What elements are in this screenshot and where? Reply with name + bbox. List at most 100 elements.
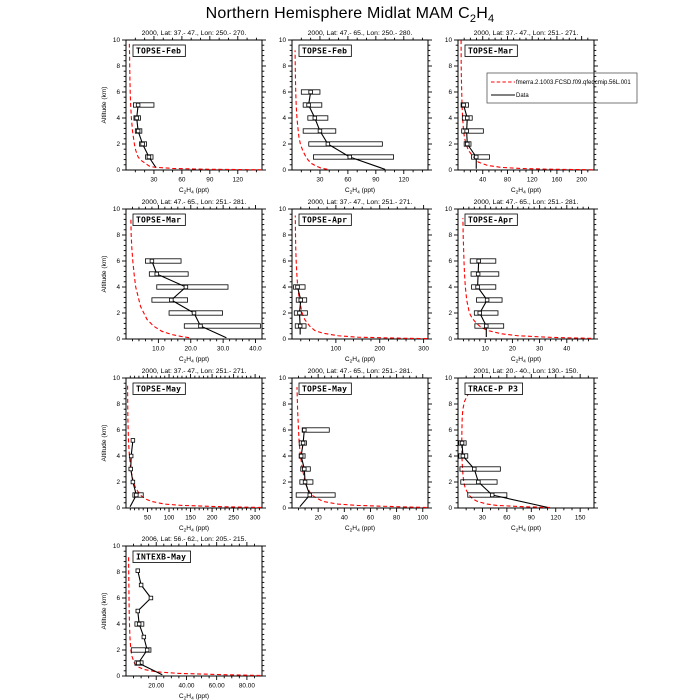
data-marker	[135, 608, 140, 614]
y-tick-label: 10	[445, 375, 453, 382]
x-axis-label-part: 2	[350, 190, 353, 196]
error-bar	[467, 492, 508, 498]
panel-title: TOPSE-May	[302, 385, 347, 394]
x-tick-label: 200	[374, 346, 385, 353]
data-marker	[128, 466, 133, 472]
data-marker	[459, 440, 465, 446]
data-marker	[325, 141, 331, 147]
panel-title-box	[464, 213, 518, 226]
x-axis-label-part: 4	[357, 528, 360, 534]
panel-topse-may-6: 2000, Lat: 37.- 47., Lon: 251.- 271. 50 10…	[101, 368, 266, 534]
error-bar	[461, 128, 484, 134]
x-axis-label-part: (ppt)	[194, 187, 209, 194]
x-axis-label-part: 4	[191, 696, 194, 700]
x-axis-label-part: C	[179, 356, 184, 363]
y-tick-label: 8	[116, 401, 120, 408]
panel-title: TOPSE-Apr	[302, 216, 347, 225]
figure-title-sub2: 2	[469, 13, 477, 26]
panel-header: 2000, Lat: 37.- 47., Lon: 251.- 271.	[474, 30, 579, 37]
x-axis-label-part: H	[186, 356, 191, 363]
panel-header: 2000, Lat: 47.- 65., Lon: 251.- 281.	[142, 199, 247, 206]
y-tick-label: 2	[116, 141, 120, 148]
data-marker	[297, 323, 303, 329]
x-axis-label-part: 4	[191, 190, 194, 196]
y-tick-label: 8	[116, 63, 120, 70]
plot-frame	[457, 208, 595, 340]
data-marker	[475, 271, 481, 277]
x-tick-label: 30.0	[217, 346, 230, 353]
x-axis-label: C2H4 (ppt)	[511, 356, 541, 365]
data-marker	[306, 102, 311, 108]
panel-topse-feb-0: 2000, Lat: 37.- 47., Lon: 250.- 270.30 60…	[101, 30, 266, 196]
panel-header: 2000, Lat: 37.- 47., Lon: 250.- 270.	[142, 30, 247, 37]
panel-header: 2000, Lat: 47.- 65., Lon: 251.- 281.	[474, 199, 579, 206]
x-tick-label: 60	[344, 177, 352, 184]
x-tick-label: 40.00	[178, 683, 194, 690]
model-curve	[127, 385, 262, 509]
error-bar	[302, 102, 323, 108]
y-tick-label: 2	[116, 647, 120, 654]
y-tick-label: 6	[282, 427, 286, 434]
x-tick-label: 250	[228, 515, 239, 522]
x-axis-label: C2H4 (ppt)	[345, 525, 375, 534]
y-tick-label: 8	[116, 569, 120, 576]
data-marker	[474, 154, 479, 160]
y-tick-label: 10	[279, 206, 287, 213]
panel-topse-apr-5: 2000, Lat: 47.- 65., Lon: 251.- 281.10 20…	[445, 199, 598, 365]
x-tick-label: 30	[150, 177, 158, 184]
y-tick-label: 4	[282, 115, 286, 122]
y-tick-label: 8	[448, 63, 452, 70]
x-axis-label-part: 2	[184, 528, 187, 534]
data-marker	[128, 453, 134, 459]
data-marker	[484, 297, 490, 303]
error-bar	[183, 323, 261, 329]
x-tick-label: 100	[164, 515, 175, 522]
data-marker	[198, 323, 203, 329]
error-bar	[471, 284, 497, 290]
model-curve	[294, 215, 428, 340]
x-tick-label: 40.0	[249, 346, 262, 353]
panel-intexb-may-9: 2006, Lat: 56.- 62., Lon: 205.- 215. 20.0…	[101, 536, 266, 700]
y-tick-label: 4	[116, 115, 120, 122]
data-marker	[154, 271, 159, 277]
y-tick-label: 4	[448, 453, 452, 460]
data-marker	[461, 102, 466, 108]
y-tick-label: 6	[116, 258, 120, 265]
error-bar	[133, 102, 155, 108]
x-axis-label-part: C	[345, 525, 350, 532]
x-tick-label: 20.0	[185, 346, 198, 353]
x-tick-label: 300	[418, 346, 429, 353]
x-tick-label: 30	[316, 177, 324, 184]
panel-title: TOPSE-Feb	[136, 47, 181, 56]
x-tick-label: 200	[576, 177, 587, 184]
data-marker	[472, 466, 477, 472]
x-axis-label-part: C	[511, 525, 516, 532]
data-marker	[464, 128, 469, 134]
y-tick-label: 10	[113, 375, 121, 382]
x-axis-label-part: C	[345, 187, 350, 194]
data-marker	[308, 89, 313, 95]
y-tick-label: 4	[282, 453, 286, 460]
plot-frame	[125, 545, 263, 677]
y-tick-label: 0	[282, 336, 286, 343]
x-axis-label-part: C	[179, 187, 184, 194]
y-tick-label: 8	[282, 63, 286, 70]
panel-title-box	[298, 382, 352, 395]
y-tick-label: 2	[282, 141, 286, 148]
x-tick-label: 30	[479, 515, 487, 522]
panel-title-box	[464, 44, 518, 57]
panel-header: 2000, Lat: 37.- 47., Lon: 251.- 271.	[308, 199, 413, 206]
panel-title: INTEXB-May	[136, 553, 186, 562]
y-tick-label: 6	[448, 427, 452, 434]
error-bar	[308, 141, 383, 147]
data-marker	[138, 582, 144, 588]
y-tick-label: 10	[445, 206, 453, 213]
error-bar	[459, 466, 501, 472]
data-curve	[151, 260, 227, 339]
y-tick-label: 10	[279, 37, 287, 44]
panel-title: TOPSE-Apr	[468, 216, 513, 225]
x-tick-label: 40	[341, 515, 349, 522]
panel-header: 2000, Lat: 37.- 47., Lon: 251.- 271.	[142, 368, 247, 375]
figure-title-h: H	[476, 5, 489, 22]
panel-title-box	[132, 44, 186, 57]
